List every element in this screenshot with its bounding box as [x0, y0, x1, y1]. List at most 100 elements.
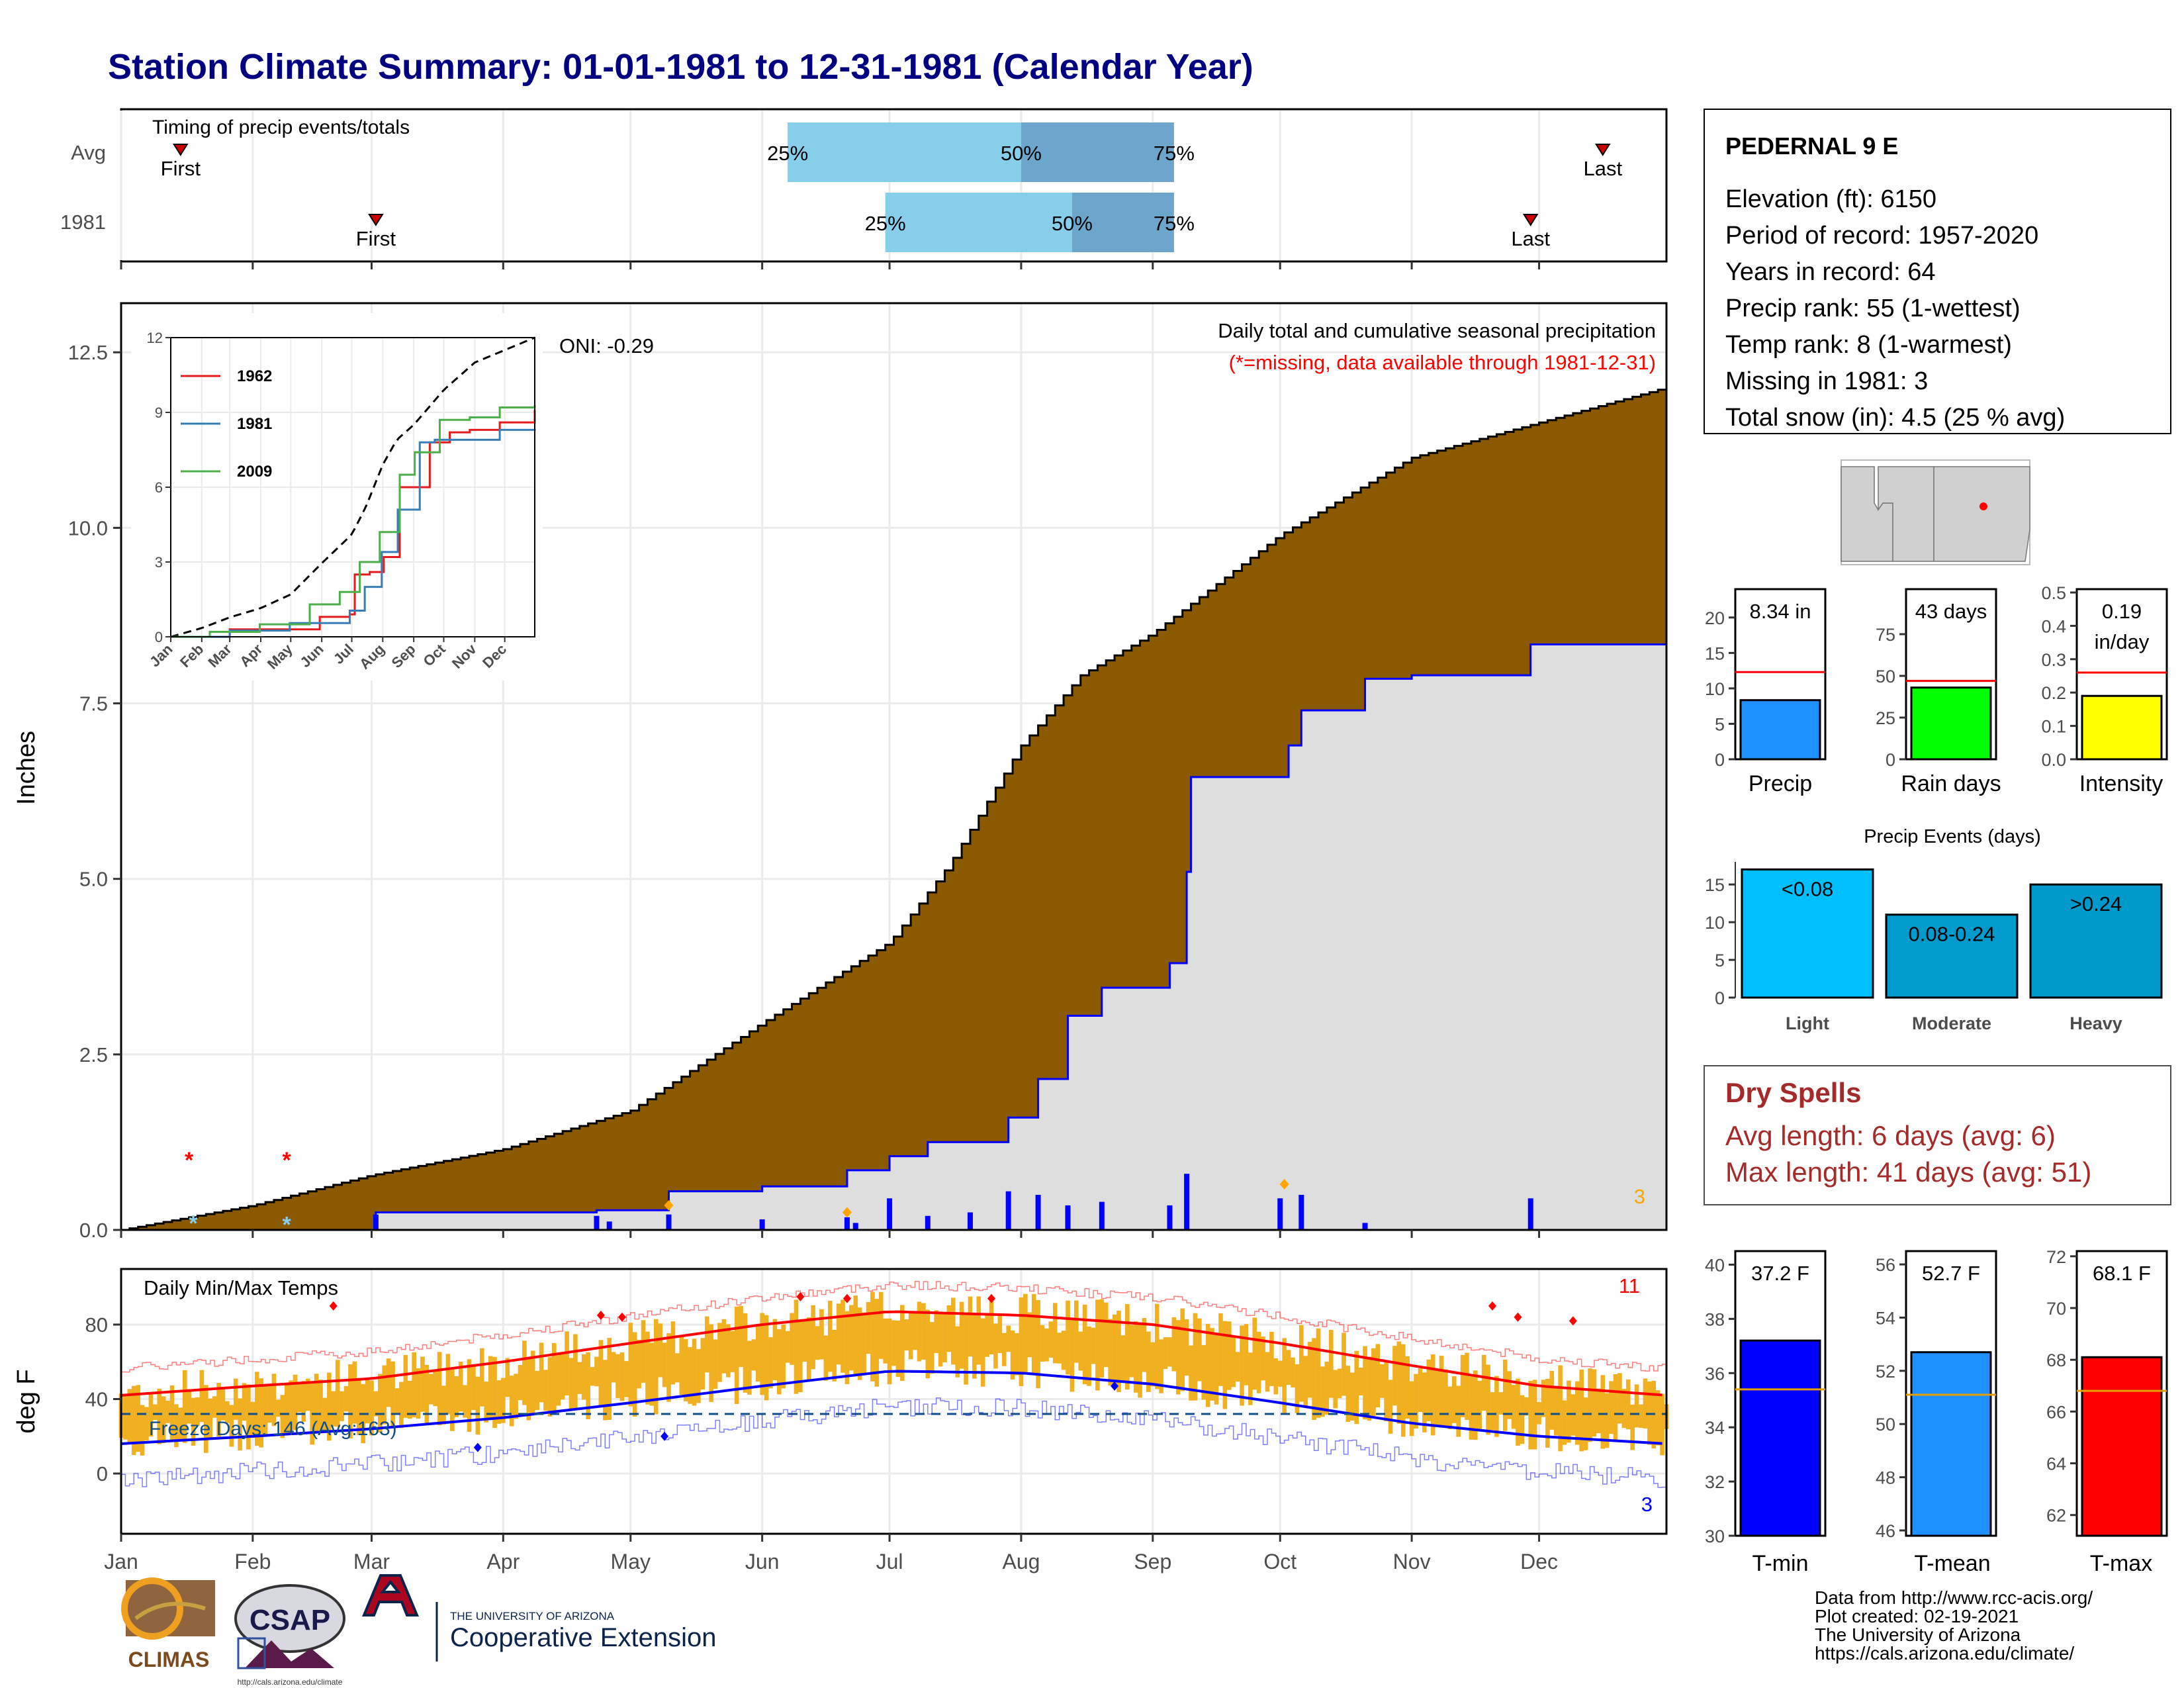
missing-count: 3 — [1634, 1185, 1645, 1208]
daily-temp-range-bar — [917, 1301, 922, 1362]
daily-temp-range-bar — [373, 1391, 379, 1417]
daily-temp-range-bar — [713, 1339, 718, 1389]
daily-temp-range-bar — [203, 1385, 208, 1453]
daily-temp-range-bar — [1205, 1323, 1210, 1407]
timing-bar-50-75 — [1021, 122, 1174, 182]
events-category-label: Moderate — [1912, 1013, 1991, 1033]
small-ytick-label: 0.2 — [2041, 683, 2066, 703]
main-ytick-label: 5.0 — [79, 868, 108, 891]
daily-temp-range-bar — [1078, 1331, 1083, 1371]
record-max-line — [121, 1281, 1667, 1373]
daily-temp-range-bar — [356, 1378, 361, 1436]
daily-temp-range-bar — [216, 1383, 221, 1437]
daily-temp-range-bar — [594, 1356, 599, 1387]
daily-temp-range-bar — [1486, 1364, 1490, 1435]
daily-temp-range-bar — [1116, 1311, 1121, 1393]
small-ytick-label: 36 — [1705, 1364, 1725, 1383]
daily-temp-range-bar — [1422, 1372, 1427, 1432]
daily-temp-range-bar — [1456, 1385, 1461, 1437]
daily-temp-range-bar — [297, 1382, 302, 1413]
daily-temp-range-bar — [335, 1360, 340, 1427]
small-ytick-label: 52 — [1876, 1362, 1895, 1382]
daily-temp-range-bar — [526, 1357, 531, 1421]
daily-temp-range-bar — [844, 1311, 850, 1385]
record-high-marker — [1514, 1312, 1522, 1322]
daily-temp-range-bar — [1337, 1368, 1342, 1399]
daily-temp-range-bar — [1384, 1362, 1388, 1422]
daily-temp-range-bar — [938, 1314, 943, 1367]
daily-temp-range-bar — [441, 1385, 446, 1425]
daily-temp-range-bar — [242, 1383, 247, 1421]
daily-temp-range-bar — [688, 1347, 692, 1404]
daily-temp-range-bar — [1010, 1331, 1015, 1380]
daily-temp-range-bar — [382, 1365, 387, 1425]
daily-temp-range-bar — [739, 1305, 743, 1368]
main-ytick-label: 2.5 — [79, 1043, 108, 1066]
daily-temp-range-bar — [293, 1374, 298, 1430]
tmax-label: T-max — [2090, 1551, 2152, 1576]
daily-temp-range-bar — [811, 1305, 815, 1370]
daily-temp-range-bar — [1567, 1380, 1571, 1443]
daily-precip-bar — [373, 1214, 379, 1230]
small-value-label: 8.34 in — [1749, 600, 1811, 623]
small-ytick-label: 0 — [1886, 750, 1895, 770]
daily-temp-range-bar — [1095, 1299, 1100, 1391]
daily-temp-range-bar — [1600, 1375, 1606, 1449]
daily-temp-range-bar — [1146, 1331, 1151, 1392]
daily-temp-range-bar — [1235, 1352, 1240, 1382]
precip-label: Precip — [1749, 771, 1812, 796]
main-ytick-label: 0.0 — [79, 1219, 108, 1242]
timing-title: Timing of precip events/totals — [152, 117, 410, 138]
daily-temp-range-bar — [479, 1348, 484, 1407]
daily-temp-range-bar — [471, 1366, 476, 1411]
daily-temp-range-bar — [488, 1356, 493, 1420]
daily-precip-bar — [852, 1223, 858, 1230]
small-ytick-label: 0 — [1715, 750, 1725, 770]
daily-temp-range-bar — [929, 1322, 934, 1374]
timing-panel: Timing of precip events/totals Avg 1981 … — [60, 108, 1668, 269]
daily-temp-range-bar — [1558, 1365, 1563, 1452]
small-bar — [1910, 1351, 1992, 1537]
daily-temp-range-bar — [1596, 1388, 1601, 1433]
daily-temp-range-bar — [1439, 1356, 1444, 1428]
daily-temp-range-bar — [1414, 1374, 1418, 1429]
tmean-bar-chart: 46 48 50 52 54 56 52.7 F — [1876, 1250, 1997, 1541]
daily-temp-range-bar — [1048, 1321, 1054, 1358]
small-ytick-label: 0.0 — [2041, 750, 2066, 770]
daily-temp-range-bar — [976, 1296, 981, 1365]
daily-temp-range-bar — [721, 1319, 727, 1374]
small-ytick-label: 75 — [1876, 625, 1895, 645]
oni-label: ONI: -0.29 — [559, 334, 654, 357]
daily-temp-range-bar — [959, 1301, 964, 1369]
small-ytick-label: 46 — [1876, 1521, 1895, 1541]
month-label: Oct — [1263, 1550, 1297, 1573]
daily-temp-range-bar — [191, 1397, 196, 1446]
daily-temp-range-bar — [157, 1388, 162, 1444]
missing-asterisk: * — [185, 1148, 194, 1173]
daily-temp-range-bar — [547, 1357, 553, 1417]
daily-temp-range-bar — [1333, 1370, 1338, 1409]
daily-temp-range-bar — [182, 1370, 187, 1443]
daily-temp-range-bar — [1019, 1297, 1024, 1386]
daily-temp-range-bar — [955, 1326, 960, 1378]
daily-temp-range-bar — [798, 1322, 803, 1393]
daily-temp-range-bar — [1066, 1300, 1070, 1375]
daily-temp-range-bar — [1108, 1319, 1113, 1386]
daily-temp-range-bar — [1426, 1359, 1432, 1421]
temp-ytick-label: 40 — [85, 1388, 108, 1411]
daily-precip-bar — [1065, 1205, 1071, 1230]
dry-spells-avg: Avg length: 6 days (avg: 6) — [1725, 1120, 2056, 1151]
record-high-marker — [596, 1310, 605, 1320]
daily-temp-range-bar — [819, 1309, 824, 1360]
daily-temp-range-bar — [1465, 1352, 1469, 1420]
daily-temp-range-bar — [764, 1315, 769, 1401]
daily-temp-range-bar — [1023, 1293, 1028, 1375]
tmean-label: T-mean — [1914, 1551, 1990, 1576]
temp-title: Daily Min/Max Temps — [144, 1276, 338, 1299]
inset-ytick-label: 0 — [155, 629, 163, 645]
inset-legend-label: 2009 — [237, 463, 272, 481]
daily-temp-range-bar — [598, 1340, 604, 1407]
timing-last-marker — [1594, 144, 1611, 156]
small-ytick-label: 40 — [1705, 1255, 1725, 1275]
